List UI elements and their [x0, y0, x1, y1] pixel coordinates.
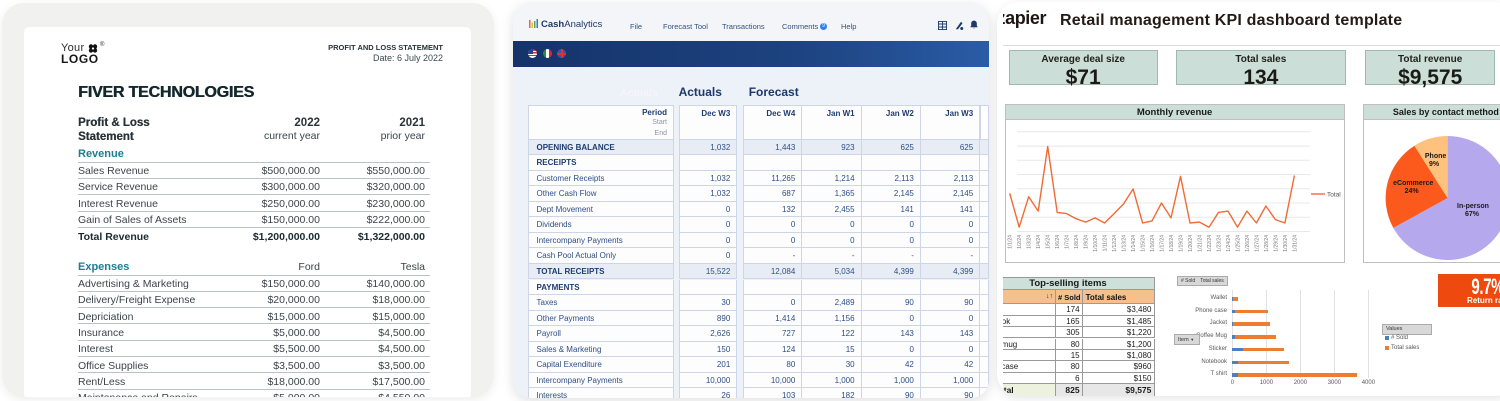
svg-text:Total: Total — [1327, 192, 1341, 199]
svg-text:1/6/24: 1/6/24 — [1055, 235, 1061, 249]
svg-text:1/1/24: 1/1/24 — [1007, 235, 1013, 249]
svg-text:1/20/24: 1/20/24 — [1188, 235, 1194, 252]
svg-text:1/27/24: 1/27/24 — [1254, 235, 1260, 252]
svg-text:1/24/24: 1/24/24 — [1226, 235, 1232, 252]
svg-text:1/13/24: 1/13/24 — [1121, 235, 1127, 252]
svg-text:1/2/24: 1/2/24 — [1017, 235, 1023, 249]
svg-text:67%: 67% — [1465, 211, 1480, 218]
svg-text:1/25/24: 1/25/24 — [1235, 235, 1241, 252]
svg-text:1/22/24: 1/22/24 — [1207, 235, 1213, 252]
svg-text:1/14/24: 1/14/24 — [1131, 235, 1137, 252]
svg-text:1/8/24: 1/8/24 — [1074, 235, 1080, 249]
svg-text:1/23/24: 1/23/24 — [1216, 235, 1222, 252]
svg-text:eCommerce: eCommerce — [1394, 180, 1434, 187]
svg-text:1/18/24: 1/18/24 — [1169, 235, 1175, 252]
svg-text:1/10/24: 1/10/24 — [1093, 235, 1099, 252]
svg-text:1/26/24: 1/26/24 — [1244, 235, 1250, 252]
svg-text:1/15/24: 1/15/24 — [1140, 235, 1146, 252]
svg-text:1/4/24: 1/4/24 — [1036, 235, 1042, 249]
svg-text:24%: 24% — [1405, 188, 1420, 195]
svg-text:1/31/24: 1/31/24 — [1292, 235, 1298, 252]
svg-text:1/3/24: 1/3/24 — [1026, 235, 1032, 249]
svg-text:In-person: In-person — [1457, 203, 1489, 210]
svg-text:1/9/24: 1/9/24 — [1083, 235, 1089, 249]
svg-text:Phone: Phone — [1425, 153, 1446, 160]
svg-text:1/16/24: 1/16/24 — [1150, 235, 1156, 252]
svg-text:1/28/24: 1/28/24 — [1263, 235, 1269, 252]
svg-text:1/11/24: 1/11/24 — [1102, 235, 1108, 252]
svg-text:1/17/24: 1/17/24 — [1159, 235, 1165, 252]
svg-text:1/5/24: 1/5/24 — [1045, 235, 1051, 249]
svg-text:1/29/24: 1/29/24 — [1273, 235, 1279, 252]
svg-text:9%: 9% — [1429, 161, 1440, 168]
svg-text:1/7/24: 1/7/24 — [1064, 235, 1070, 249]
svg-text:1/12/24: 1/12/24 — [1112, 235, 1118, 252]
svg-text:1/19/24: 1/19/24 — [1178, 235, 1184, 252]
svg-text:1/21/24: 1/21/24 — [1197, 235, 1203, 252]
svg-text:1/30/24: 1/30/24 — [1282, 235, 1288, 252]
